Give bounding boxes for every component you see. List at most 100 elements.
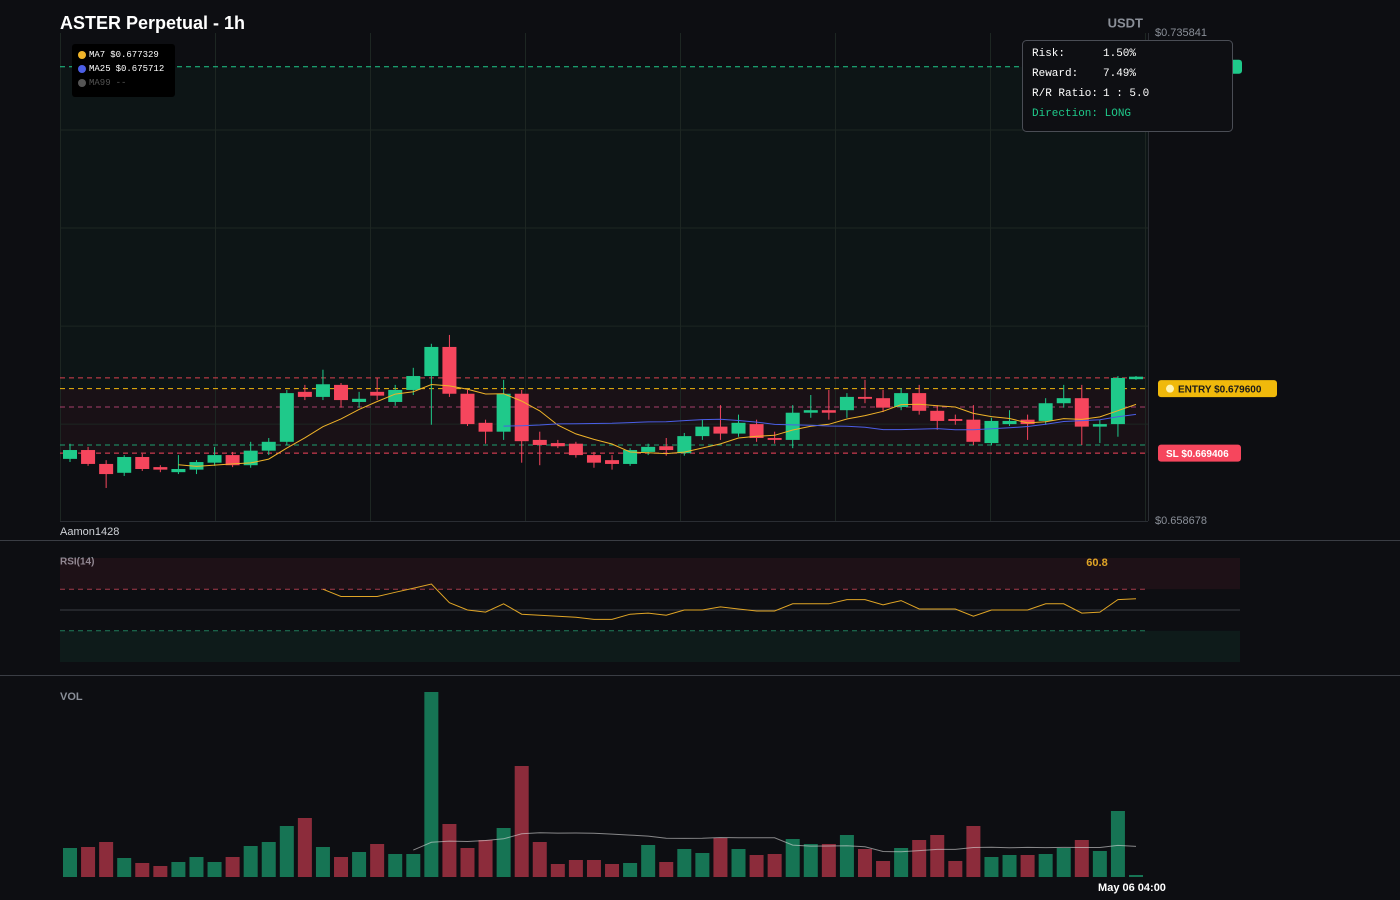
candle-body — [1056, 398, 1071, 404]
candle-body — [406, 376, 421, 390]
volume-bar — [334, 857, 349, 877]
candle-body — [261, 441, 276, 451]
candle-body — [99, 463, 114, 475]
candle-body — [189, 462, 204, 470]
volume-bar — [930, 835, 945, 877]
candle-body — [514, 393, 529, 442]
level-tag-label: ENTRY $0.679600 — [1178, 384, 1262, 395]
candle-body — [984, 420, 999, 444]
volume-bar — [857, 849, 872, 877]
position-tooltip — [1022, 40, 1233, 132]
volume-bar — [731, 849, 746, 877]
ma-legend-entry: MA99 -- — [89, 78, 126, 88]
volume-bar — [984, 857, 999, 877]
volume-bar — [713, 838, 728, 877]
candle-body — [388, 389, 403, 402]
volume-bar — [1002, 855, 1017, 877]
candle-body — [1092, 424, 1107, 427]
volume-bar — [659, 862, 674, 877]
ma-value: $0.675712 — [116, 64, 165, 74]
candle-body — [1074, 398, 1089, 427]
candle-body — [334, 384, 349, 401]
volume-bar — [785, 839, 800, 877]
candle-body — [315, 384, 330, 397]
tooltip-direction: Direction: LONG — [1032, 108, 1131, 120]
candle-body — [243, 450, 258, 466]
rsi-line — [322, 583, 1137, 620]
rsi-value: 60.8 — [1086, 557, 1107, 569]
volume-bar — [478, 840, 493, 877]
volume-bar — [370, 844, 385, 877]
volume-bar — [550, 864, 565, 877]
candle-body — [803, 410, 818, 413]
candle-body — [207, 455, 222, 463]
candle-body — [1110, 377, 1125, 425]
volume-bar — [532, 842, 547, 877]
volume-bar — [63, 848, 77, 877]
candle-body — [948, 419, 963, 421]
candle-body — [605, 460, 620, 464]
volume-bar — [1129, 875, 1143, 877]
volume-bar — [1092, 851, 1107, 877]
moving-average-line — [178, 383, 1137, 467]
candle-body — [930, 410, 945, 421]
volume-bar — [623, 863, 638, 877]
level-tag — [1158, 444, 1241, 462]
candle-body — [731, 422, 746, 434]
candle-body — [135, 456, 150, 470]
candle-body — [857, 396, 872, 399]
volume-bar — [460, 848, 475, 877]
volume-bar — [99, 842, 114, 877]
candle-body — [966, 419, 981, 442]
candle-body — [695, 426, 710, 437]
volume-bar — [912, 840, 927, 877]
candle-body — [623, 450, 638, 464]
ma-legend-dot — [78, 79, 86, 87]
candle-body — [550, 443, 565, 447]
moving-average-line — [503, 413, 1137, 431]
tooltip-value: 7.49% — [1103, 68, 1136, 80]
volume-bar — [1038, 854, 1053, 877]
volume-bar — [81, 847, 96, 877]
candle-body — [478, 422, 493, 432]
volume-bar — [297, 818, 312, 877]
rsi-label: RSI(14) — [60, 557, 94, 568]
ma-name: MA7 — [89, 50, 105, 60]
chart-title: ASTER Perpetual - 1h — [60, 13, 245, 33]
volume-bar — [189, 857, 204, 877]
ma-value: $0.677329 — [110, 50, 159, 60]
volume-bar — [243, 846, 258, 877]
ma-name: MA99 — [89, 78, 111, 88]
volume-bar — [839, 835, 854, 877]
tooltip-label: R/R Ratio: — [1032, 88, 1098, 100]
candle-body — [767, 438, 782, 440]
volume-bar — [695, 853, 710, 877]
candle-body — [153, 467, 168, 470]
candle-body — [1129, 376, 1143, 380]
tooltip-label: Risk: — [1032, 48, 1065, 60]
ma-legend-box — [72, 44, 175, 97]
candle-body — [352, 398, 367, 402]
volume-bar — [117, 858, 132, 877]
level-tag-label: SL $0.669406 — [1166, 449, 1229, 460]
volume-bar — [225, 857, 240, 877]
volume-bar — [424, 692, 439, 877]
candle-body — [586, 455, 601, 463]
volume-bar — [749, 855, 764, 877]
ma-value: -- — [116, 78, 127, 88]
ma-name: MA25 — [89, 64, 111, 74]
level-tag-dot — [1166, 384, 1174, 393]
candle-body — [894, 393, 909, 408]
ma-legend-entry: MA25 $0.675712 — [89, 64, 164, 74]
ma-legend-entry: MA7 $0.677329 — [89, 50, 159, 60]
volume-bar — [315, 847, 330, 877]
candle-body — [677, 436, 692, 454]
volume-bar — [514, 766, 529, 877]
volume-bar — [261, 842, 276, 877]
volume-bar — [171, 862, 186, 877]
candle-body — [785, 412, 800, 440]
volume-bar — [352, 852, 367, 877]
candle-body — [279, 393, 294, 442]
